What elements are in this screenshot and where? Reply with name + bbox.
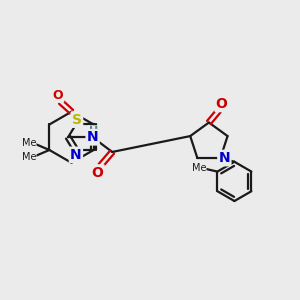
Text: O: O [92, 166, 104, 180]
Text: O: O [216, 97, 228, 111]
Text: H: H [89, 126, 98, 136]
Text: N: N [70, 148, 82, 162]
Text: S: S [72, 112, 82, 127]
Text: N: N [87, 130, 98, 144]
Text: N: N [218, 151, 230, 165]
Text: Me: Me [191, 163, 206, 173]
Text: Me: Me [22, 138, 36, 148]
Text: O: O [52, 88, 63, 101]
Text: Me: Me [22, 152, 36, 162]
